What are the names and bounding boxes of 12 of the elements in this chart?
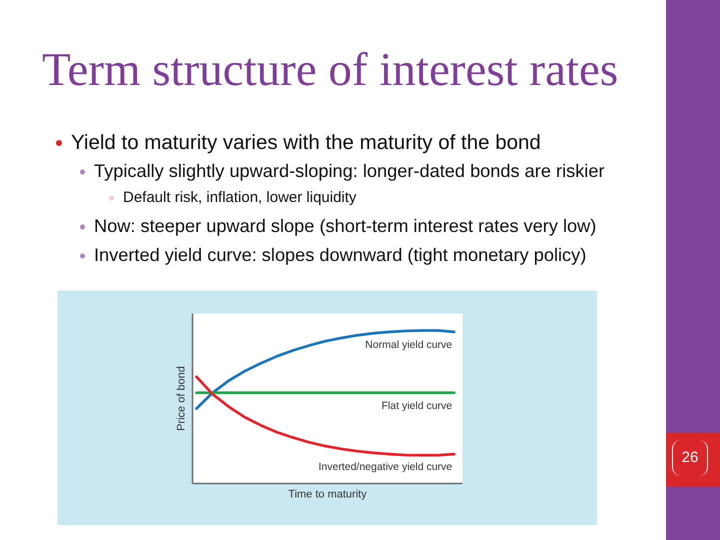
text: Default risk, inflation, lower liquidity	[123, 189, 356, 207]
text: Typically slightly upward-sloping: longer-dated bonds are riskier	[94, 161, 605, 183]
series-label: Normal yield curve	[365, 338, 452, 351]
series-label: Flat yield curve	[382, 400, 452, 412]
y-axis-title: Price of bond	[176, 366, 188, 431]
series-label: Inverted/negative yield curve	[318, 461, 452, 474]
chart-title: Term structure of interest rates	[41, 43, 618, 96]
x-axis-title: Time to maturity	[288, 488, 368, 500]
text: Inverted yield curve: slopes downward (tight monetary policy)	[94, 245, 586, 267]
text: Yield to maturity varies with the maturity of the bond	[71, 130, 541, 156]
text: 26	[672, 440, 708, 476]
text: Now: steeper upward slope (short-term interest rates very low)	[94, 216, 596, 238]
